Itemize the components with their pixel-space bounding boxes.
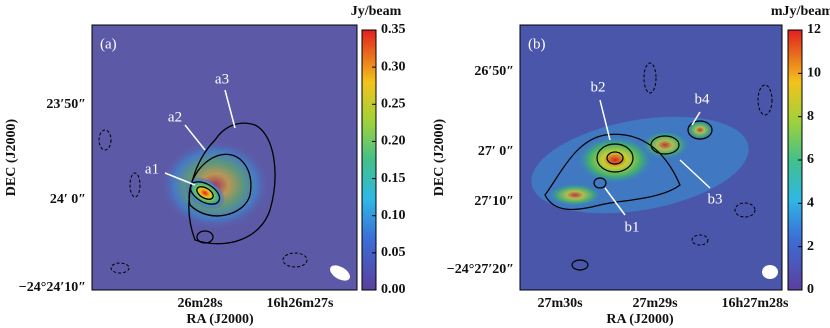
colorbar	[361, 29, 377, 291]
annotation: a1	[145, 161, 159, 177]
colorbar-tick-label: 0.00	[381, 282, 406, 297]
colorbar-tick-label: 12	[807, 22, 821, 37]
annotation: b4	[695, 91, 711, 107]
y-axis-label: DEC (J2000)	[4, 118, 19, 196]
colorbar-tick-label: 0.05	[381, 245, 406, 260]
image-b	[519, 24, 783, 291]
y-tick-label: 24′ 0″	[50, 192, 86, 207]
annotation: b2	[591, 79, 606, 95]
colorbar-tick-label: 0	[807, 282, 814, 297]
image-a	[91, 24, 358, 291]
y-tick-label: −24°27′20″	[447, 262, 514, 277]
colorbar-tick-label: 8	[807, 109, 814, 124]
colorbar-label: Jy/beam	[351, 4, 402, 19]
y-axis-label: DEC (J2000)	[432, 118, 447, 196]
colorbar-tick-label: 6	[807, 152, 814, 167]
x-tick-label: 26m28s	[177, 296, 223, 311]
panel-label: (a)	[100, 36, 117, 52]
annotation: b3	[708, 191, 723, 207]
annotation: a2	[168, 109, 182, 125]
x-tick-label: 16h26m27s	[267, 296, 334, 311]
x-tick-label: 16h27m28s	[722, 296, 789, 311]
colorbar-tick-label: 0.35	[381, 22, 406, 37]
colorbar-tick-label: 0.10	[381, 208, 406, 223]
x-axis-label: RA (J2000)	[186, 312, 254, 327]
colorbar-tick-label: 2	[807, 239, 814, 254]
x-tick-label: 27m29s	[632, 296, 678, 311]
y-tick-label: 27′ 0″	[478, 144, 514, 159]
y-tick-label: 26′50″	[474, 64, 514, 79]
y-tick-label: 23′50″	[46, 97, 86, 112]
colorbar-tick-label: 4	[807, 196, 814, 211]
y-tick-label: −24°24′10″	[19, 280, 86, 295]
colorbar-tick-label: 0.30	[381, 59, 406, 74]
x-tick-label: 27m30s	[537, 296, 583, 311]
panel-label: (b)	[528, 36, 546, 52]
colorbar-tick-label: 10	[807, 66, 821, 81]
annotation: a3	[215, 71, 229, 87]
y-tick-label: 27′10″	[474, 194, 514, 209]
colorbar-label: mJy/beam	[771, 4, 830, 19]
colorbar-tick-label: 0.15	[381, 171, 406, 186]
x-axis-label: RA (J2000)	[606, 312, 674, 327]
colorbar-tick-label: 0.25	[381, 97, 406, 112]
annotation: b1	[625, 219, 640, 235]
colorbar-tick-label: 0.20	[381, 134, 406, 149]
